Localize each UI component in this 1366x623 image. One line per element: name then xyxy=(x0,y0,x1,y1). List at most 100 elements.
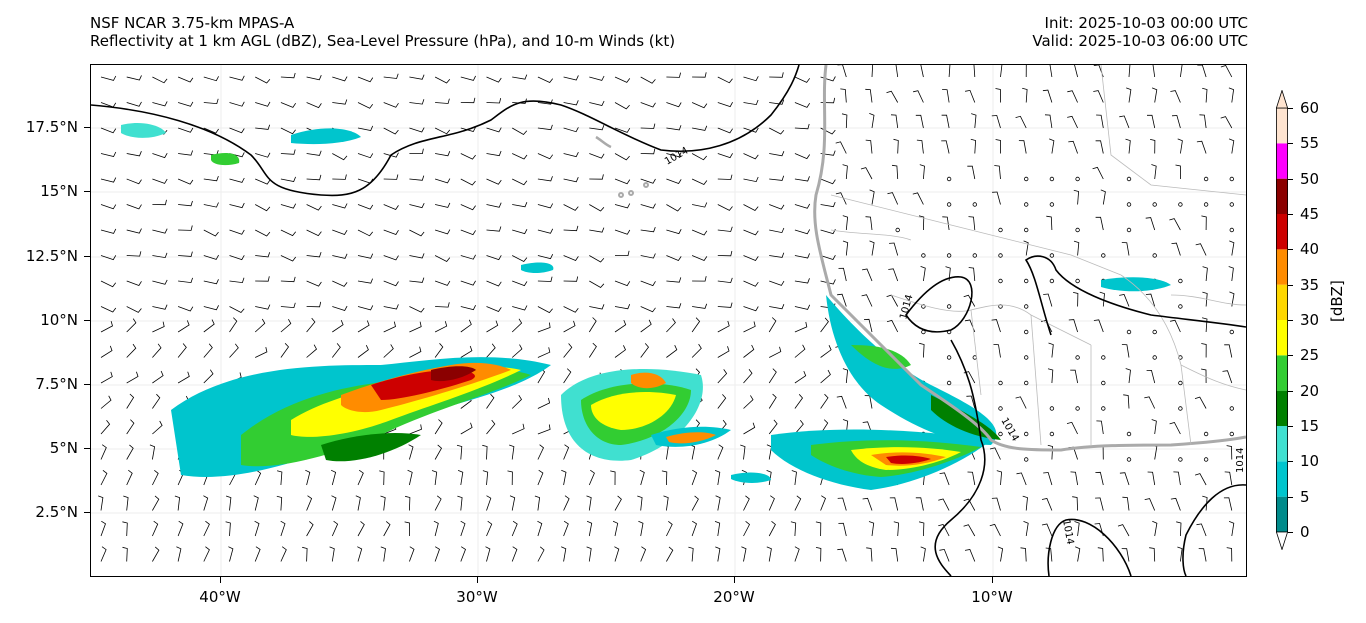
calm-wind-marker xyxy=(1152,355,1157,360)
calm-wind-marker xyxy=(998,431,1003,437)
wind-barb xyxy=(1048,342,1054,358)
wind-barb xyxy=(280,302,296,309)
wind-barb xyxy=(691,317,701,333)
wind-barb xyxy=(971,113,977,129)
wind-barb xyxy=(383,344,394,358)
wind-barb xyxy=(152,393,161,409)
wind-barb xyxy=(255,124,271,130)
colorbar-band xyxy=(1276,143,1288,179)
wind-barb xyxy=(126,280,142,286)
wind-barb xyxy=(357,125,374,131)
wind-barb xyxy=(178,150,193,156)
wind-barb xyxy=(486,127,502,133)
wind-barb xyxy=(1016,472,1027,486)
wind-barb xyxy=(357,320,370,333)
wind-barb xyxy=(176,546,182,562)
wind-barb xyxy=(768,520,776,537)
calm-wind-marker xyxy=(1024,329,1029,335)
wind-barb xyxy=(457,470,464,486)
wind-barb xyxy=(743,321,756,333)
wind-barb xyxy=(98,495,104,511)
wind-barb xyxy=(769,227,785,234)
wind-barb xyxy=(1171,115,1181,129)
wind-barb xyxy=(383,127,399,135)
wind-barb xyxy=(203,369,214,384)
calm-wind-marker xyxy=(1101,253,1106,258)
wind-barb xyxy=(1121,242,1130,256)
wind-barb xyxy=(820,178,836,185)
wind-barb xyxy=(512,423,525,435)
model-title: NSF NCAR 3.75-km MPAS-A xyxy=(90,14,295,32)
wind-barb xyxy=(482,444,488,460)
wind-barb xyxy=(306,229,322,237)
calm-wind-marker xyxy=(946,380,952,386)
wind-barb xyxy=(357,521,365,537)
wind-barb xyxy=(1226,547,1233,562)
wind-barb xyxy=(280,319,292,333)
colorbar-tick-mark xyxy=(1288,532,1293,533)
wind-barb xyxy=(968,267,976,282)
wind-barb xyxy=(1224,471,1233,486)
wind-barb xyxy=(939,472,950,486)
wind-barb xyxy=(537,546,545,562)
wind-barb xyxy=(919,521,925,537)
wind-barb xyxy=(865,216,873,231)
wind-barb xyxy=(663,495,669,511)
wind-barb xyxy=(1121,344,1130,358)
wind-barb xyxy=(460,319,472,333)
wind-barb xyxy=(174,495,181,511)
wind-barb xyxy=(435,202,451,208)
wind-barb xyxy=(1170,319,1181,333)
wind-barb xyxy=(460,178,476,186)
wind-barb xyxy=(486,150,502,157)
wind-barb xyxy=(837,497,847,511)
lat-tick-mark xyxy=(84,127,90,128)
wind-barb xyxy=(589,153,605,159)
calm-wind-marker xyxy=(1075,406,1080,411)
wind-barb xyxy=(152,321,165,333)
wind-barb xyxy=(614,127,631,133)
wind-barb xyxy=(537,254,554,260)
wind-barb xyxy=(966,395,976,409)
wind-barb xyxy=(835,141,847,154)
coastline-borders xyxy=(595,65,1246,452)
wind-barb xyxy=(1125,368,1131,384)
wind-barb xyxy=(866,547,873,562)
wind-barb xyxy=(991,319,1001,333)
wind-barb xyxy=(743,344,755,358)
calm-wind-marker xyxy=(1126,176,1132,182)
wind-barb xyxy=(255,152,271,158)
wind-barb xyxy=(152,228,168,234)
wind-barb xyxy=(563,520,569,537)
wind-barb xyxy=(1201,317,1208,333)
wind-barb xyxy=(203,98,219,105)
wind-barb xyxy=(820,229,836,235)
wind-barb xyxy=(486,520,493,537)
wind-barb xyxy=(666,204,682,212)
wind-barb xyxy=(511,520,518,537)
wind-barb xyxy=(355,495,361,511)
wind-barb xyxy=(588,469,595,486)
calm-wind-marker xyxy=(1152,202,1157,207)
colorbar-band xyxy=(1276,426,1288,462)
wind-barb xyxy=(152,101,168,107)
calm-wind-marker xyxy=(1024,431,1029,437)
wind-barb xyxy=(588,342,597,358)
wind-barb xyxy=(920,65,924,78)
wind-barb xyxy=(886,319,899,333)
wind-barb xyxy=(769,99,785,105)
wind-barb xyxy=(383,204,399,210)
wind-barb xyxy=(1093,319,1104,333)
wind-barb xyxy=(1073,240,1080,256)
wind-barb xyxy=(100,127,117,134)
wind-barb xyxy=(280,546,287,562)
wind-barb xyxy=(203,175,219,182)
wind-barb xyxy=(177,343,187,358)
colorbar-tick-label: 0 xyxy=(1300,523,1310,541)
wind-barb xyxy=(460,280,476,286)
wind-barb xyxy=(666,520,673,537)
lat-label: 10°N xyxy=(40,311,78,329)
wind-barb xyxy=(100,204,117,210)
wind-barb xyxy=(835,192,847,205)
wind-barb xyxy=(485,546,491,562)
